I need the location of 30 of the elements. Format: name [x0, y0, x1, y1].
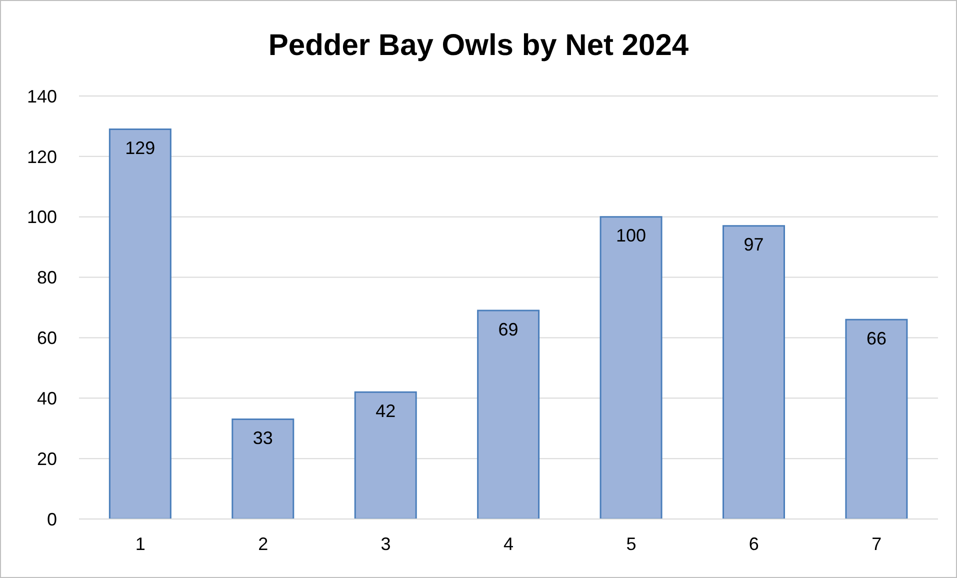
x-tick-label: 7 — [872, 534, 882, 554]
y-tick-label: 60 — [36, 328, 57, 348]
x-tick-label: 4 — [503, 534, 514, 554]
y-tick-label: 140 — [26, 86, 57, 106]
y-tick-label: 0 — [46, 509, 57, 530]
x-tick-label: 6 — [748, 534, 759, 554]
data-label: 66 — [866, 328, 886, 348]
data-label: 69 — [498, 319, 518, 340]
y-tick-label: 100 — [26, 207, 57, 228]
data-label: 129 — [125, 138, 156, 158]
bar — [845, 318, 908, 519]
y-tick-label: 120 — [26, 146, 57, 167]
bar — [108, 128, 172, 519]
bar — [722, 225, 785, 519]
y-tick-label: 80 — [36, 268, 57, 288]
y-tick-label: 40 — [36, 388, 57, 409]
bar — [477, 310, 540, 519]
bar — [232, 418, 294, 519]
bar — [600, 216, 662, 519]
y-tick-label: 20 — [36, 448, 57, 469]
data-label: 42 — [376, 400, 396, 421]
bar — [354, 391, 417, 519]
x-tick-label: 5 — [626, 534, 636, 554]
x-tick-label: 2 — [258, 534, 268, 554]
chart-title: Pedder Bay Owls by Net 2024 — [267, 29, 690, 63]
x-tick-label: 1 — [135, 534, 146, 554]
data-label: 100 — [616, 226, 646, 246]
data-label: 33 — [252, 428, 273, 448]
x-tick-label: 3 — [380, 534, 391, 554]
data-label: 97 — [744, 234, 764, 255]
